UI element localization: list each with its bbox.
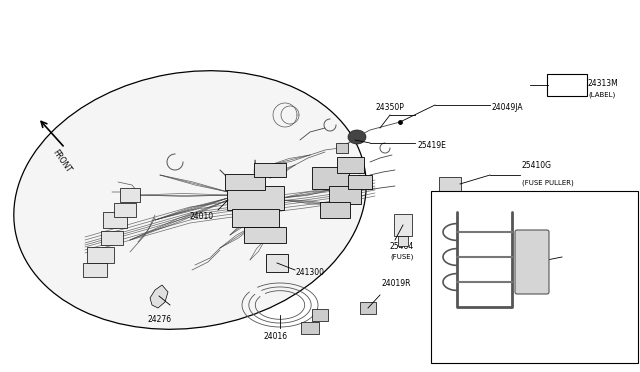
FancyBboxPatch shape [301,322,319,334]
FancyBboxPatch shape [515,230,549,294]
Text: FRONT: FRONT [51,148,73,174]
FancyBboxPatch shape [439,177,461,191]
FancyBboxPatch shape [320,202,350,218]
FancyBboxPatch shape [516,281,532,293]
FancyBboxPatch shape [254,163,286,177]
FancyBboxPatch shape [83,263,107,277]
FancyBboxPatch shape [547,74,587,96]
Text: (FUSE): (FUSE) [390,253,413,260]
FancyBboxPatch shape [312,167,349,189]
Text: (F/TOW ELEC BRAKE HARNESS): (F/TOW ELEC BRAKE HARNESS) [480,334,589,340]
Text: 25464: 25464 [390,242,414,251]
Text: 24019R: 24019R [382,279,412,288]
FancyBboxPatch shape [120,188,140,202]
FancyBboxPatch shape [431,191,638,363]
FancyBboxPatch shape [337,157,364,173]
FancyBboxPatch shape [114,203,136,217]
FancyBboxPatch shape [394,214,412,236]
FancyBboxPatch shape [442,191,458,203]
Text: 241300: 241300 [295,268,324,277]
FancyBboxPatch shape [516,256,532,268]
Polygon shape [150,285,168,308]
Text: 24350P: 24350P [375,103,404,112]
FancyBboxPatch shape [266,254,288,272]
Text: 24016: 24016 [264,332,288,341]
FancyBboxPatch shape [329,186,361,204]
FancyBboxPatch shape [398,236,408,246]
FancyBboxPatch shape [244,227,286,243]
FancyBboxPatch shape [101,231,123,245]
FancyBboxPatch shape [227,186,284,210]
FancyBboxPatch shape [225,174,265,190]
FancyBboxPatch shape [336,143,348,153]
FancyBboxPatch shape [312,309,328,321]
Text: (LABEL): (LABEL) [588,91,615,97]
FancyBboxPatch shape [86,247,113,263]
Text: 24167M: 24167M [564,245,595,254]
Text: 24049JA: 24049JA [492,103,524,112]
Text: 25419E: 25419E [417,141,446,150]
FancyBboxPatch shape [516,231,532,243]
FancyBboxPatch shape [232,209,278,227]
Text: (FUSE PULLER): (FUSE PULLER) [522,179,573,186]
FancyBboxPatch shape [348,175,372,189]
Ellipse shape [348,130,366,144]
FancyBboxPatch shape [360,302,376,314]
Text: 25410G: 25410G [522,161,552,170]
Text: 24010: 24010 [190,212,214,221]
Text: R24001P8: R24001P8 [586,352,632,361]
Text: 24313M: 24313M [588,79,619,88]
Ellipse shape [14,71,366,329]
Text: 24276: 24276 [148,315,172,324]
FancyBboxPatch shape [103,212,127,228]
